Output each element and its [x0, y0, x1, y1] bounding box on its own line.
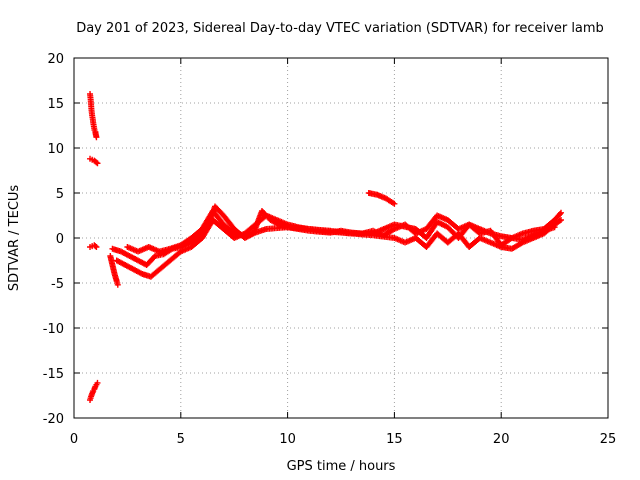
y-tick-label: -10 — [43, 322, 64, 337]
x-tick-label: 25 — [600, 432, 617, 447]
y-tick-label: 20 — [47, 52, 64, 67]
y-tick-label: 5 — [56, 187, 64, 202]
data-point — [558, 217, 565, 223]
series-spike-mid — [87, 155, 101, 167]
x-tick-label: 0 — [70, 432, 78, 447]
axes: 0 5 10 15 20 25 -20 -15 -10 -5 0 5 10 15 20 — [43, 52, 617, 447]
data-point — [556, 217, 563, 224]
data-point — [114, 281, 121, 288]
chart-title: Day 201 of 2023, Sidereal Day-to-day VTE… — [76, 21, 604, 36]
data-point — [93, 159, 100, 166]
y-tick-label: -5 — [51, 277, 64, 292]
data-point — [558, 209, 565, 216]
data-points — [87, 91, 565, 403]
y-tick-label: -20 — [43, 412, 64, 427]
series-dip — [107, 253, 121, 288]
data-point — [94, 379, 101, 386]
y-tick-label: 10 — [47, 142, 64, 157]
series-main-c — [124, 208, 558, 255]
data-point — [556, 211, 563, 217]
data-point — [551, 224, 558, 231]
data-point — [391, 200, 398, 207]
x-tick-label: 5 — [177, 432, 185, 447]
data-point — [93, 244, 100, 250]
series-spike-low — [87, 379, 101, 403]
grid-lines — [74, 58, 608, 418]
data-point — [92, 243, 99, 250]
y-tick-label: 0 — [56, 232, 64, 247]
series-spike-high — [87, 91, 100, 141]
series-early-neg — [87, 242, 100, 250]
y-tick-label: 15 — [47, 97, 64, 112]
data-point — [93, 134, 100, 141]
data-point — [94, 160, 101, 167]
y-tick-label: -15 — [43, 367, 64, 382]
x-tick-label: 10 — [279, 432, 296, 447]
x-tick-label: 15 — [386, 432, 403, 447]
x-tick-label: 20 — [493, 432, 510, 447]
x-axis-label: GPS time / hours — [287, 459, 396, 474]
y-axis-label: SDTVAR / TECUs — [7, 185, 22, 292]
series-isolated — [365, 190, 398, 207]
